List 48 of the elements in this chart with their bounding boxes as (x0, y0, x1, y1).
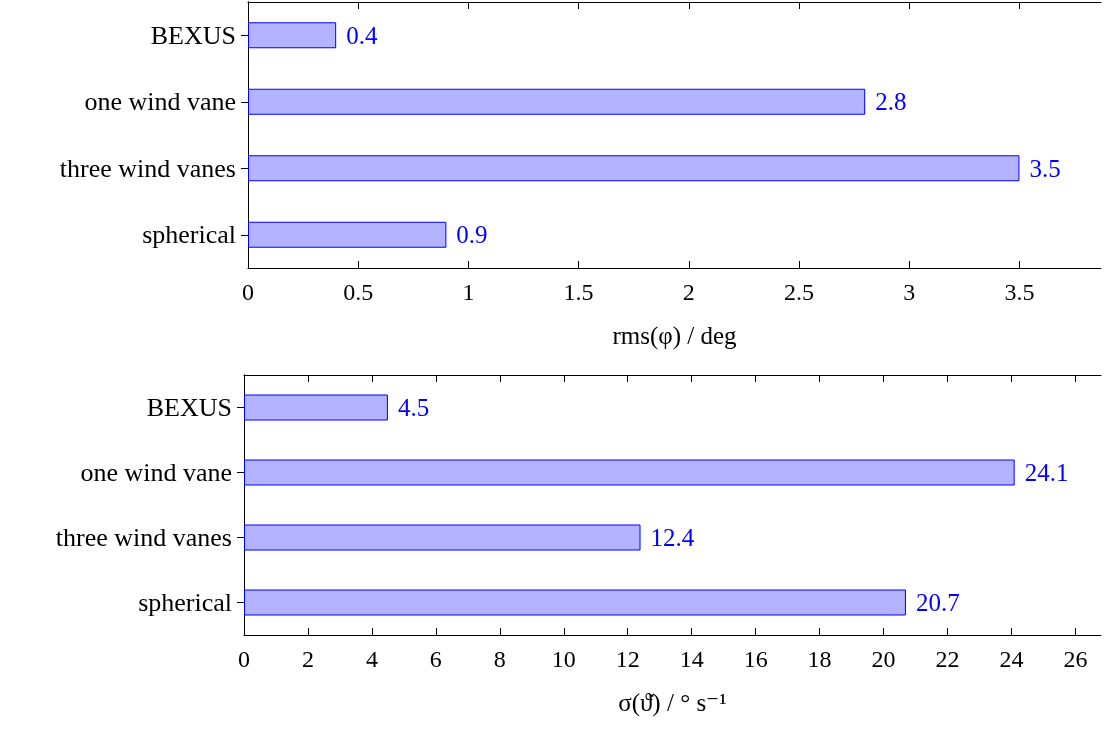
bar (248, 22, 337, 49)
x-tick-label: 2 (301, 646, 314, 672)
x-tick-label: 0 (238, 646, 250, 672)
data-label: 0.9 (456, 221, 488, 249)
x-tick-label: 0.5 (343, 279, 374, 305)
x-axis-title: rms(φ) / deg (612, 322, 738, 350)
data-label: 3.5 (1029, 154, 1061, 182)
x-tick-label: 8 (493, 646, 506, 672)
x-tick-label: 26 (1063, 646, 1088, 672)
data-label: 20.7 (915, 589, 960, 616)
x-tick-label: 3.5 (1004, 279, 1035, 305)
y-tick-label: spherical (142, 220, 236, 250)
x-tick-label: 10 (551, 646, 576, 672)
y-tick-label: three wind vanes (55, 523, 232, 552)
x-tick-label: 6 (429, 646, 442, 672)
data-label: 12.4 (650, 524, 695, 551)
y-tick-label: BEXUS (150, 20, 236, 50)
x-tick-label: 22 (935, 646, 960, 672)
x-tick-label: 2 (682, 279, 695, 305)
x-tick-label: 14 (679, 646, 704, 672)
x-tick-label: 18 (807, 646, 832, 672)
data-label: 4.5 (397, 394, 430, 421)
bar (248, 155, 1020, 182)
x-tick-label: 1 (462, 279, 475, 305)
x-tick-label: 24 (999, 646, 1024, 672)
data-label: 0.4 (346, 21, 378, 49)
data-label: 24.1 (1024, 459, 1069, 486)
y-tick-label: spherical (138, 588, 232, 617)
x-tick-label: 20 (871, 646, 896, 672)
bar (248, 221, 447, 248)
x-tick-label: 16 (743, 646, 768, 672)
x-tick-label: 12 (615, 646, 640, 672)
x-tick-label: 4 (365, 646, 378, 672)
bar (248, 88, 866, 115)
data-label: 2.8 (875, 88, 907, 116)
x-tick-label: 2.5 (784, 279, 815, 305)
x-tick-label: 1.5 (563, 279, 594, 305)
y-tick-label: BEXUS (146, 393, 232, 422)
bar (244, 524, 641, 551)
x-tick-label: 0 (242, 279, 254, 305)
x-axis-title: σ(ϑ̇) / ° s⁻¹ (618, 689, 727, 717)
bar (244, 459, 1015, 486)
y-tick-label: one wind vane (84, 87, 236, 117)
y-tick-label: three wind vanes (59, 153, 236, 183)
x-tick-label: 3 (903, 279, 916, 305)
bar (244, 394, 388, 421)
bar (244, 589, 906, 616)
y-tick-label: one wind vane (80, 458, 232, 487)
